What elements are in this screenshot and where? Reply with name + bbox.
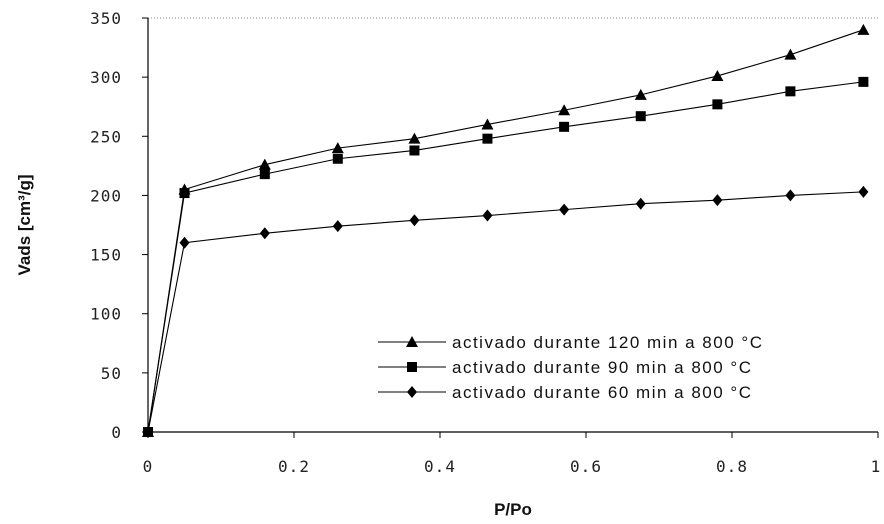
- legend-item: activado durante 90 min a 800 °C: [378, 358, 753, 377]
- x-axis-title: P/Po: [494, 500, 532, 519]
- data-point-diamond: [785, 189, 796, 202]
- data-point-square: [409, 145, 420, 156]
- legend-item: activado durante 120 min a 800 °C: [378, 333, 763, 352]
- y-tick-label: 300: [90, 68, 122, 87]
- series-diamond: [143, 185, 869, 438]
- x-tick-label: 0.6: [570, 457, 602, 476]
- data-point-diamond: [179, 236, 190, 249]
- data-point-triangle: [331, 142, 344, 154]
- data-point-diamond: [559, 203, 570, 216]
- data-point-triangle: [784, 48, 797, 60]
- data-point-square: [785, 86, 796, 97]
- data-point-diamond: [332, 220, 343, 233]
- x-tick-label: 0.4: [424, 457, 456, 476]
- x-tick-label: 1: [871, 457, 882, 476]
- y-tick-label: 100: [90, 305, 122, 324]
- legend-label: activado durante 120 min a 800 °C: [452, 333, 763, 352]
- series-layer: [142, 23, 870, 438]
- data-point-square: [332, 153, 343, 164]
- data-point-square: [858, 76, 869, 87]
- data-point-diamond: [259, 227, 270, 240]
- data-point-triangle: [408, 132, 421, 144]
- legend: activado durante 120 min a 800 °C activad…: [378, 333, 763, 402]
- data-point-square: [259, 169, 270, 180]
- y-tick-label: 150: [90, 246, 122, 265]
- series-line: [147, 81, 864, 433]
- y-tick-label: 250: [90, 127, 122, 146]
- x-tick-label: 0.8: [716, 457, 748, 476]
- x-tick-label: 0.2: [278, 457, 310, 476]
- legend-item: activado durante 60 min a 800 °C: [378, 383, 753, 402]
- data-point-square: [712, 99, 723, 110]
- series-square: [143, 76, 869, 437]
- data-point-square: [482, 133, 493, 144]
- data-point-triangle: [857, 23, 870, 35]
- y-tick-label: 0: [111, 423, 122, 442]
- data-point-diamond: [858, 185, 869, 198]
- data-point-triangle: [634, 88, 647, 100]
- data-point-square: [179, 188, 190, 199]
- data-point-triangle: [711, 69, 724, 81]
- data-point-diamond: [409, 214, 420, 227]
- axes: 0 50 100 150 200 250 300 350 0 0.2 0.4 0.6 0.8 1: [90, 9, 882, 476]
- data-point-diamond: [143, 426, 153, 438]
- data-point-triangle: [558, 104, 571, 116]
- y-tick-label: 200: [90, 186, 122, 205]
- data-point-triangle: [481, 118, 494, 130]
- legend-marker-diamond: [407, 386, 417, 398]
- legend-label: activado durante 60 min a 800 °C: [452, 383, 753, 402]
- data-point-square: [559, 121, 570, 132]
- data-point-diamond: [635, 197, 646, 210]
- data-point-triangle: [258, 158, 271, 170]
- y-axis-title: Vads [cm³/g]: [15, 174, 34, 275]
- data-point-diamond: [482, 209, 493, 222]
- legend-marker-triangle: [406, 336, 418, 347]
- legend-marker-square: [407, 362, 417, 372]
- y-tick-label: 50: [101, 364, 122, 383]
- data-point-square: [635, 111, 646, 122]
- x-tick-label: 0: [143, 457, 154, 476]
- y-tick-label: 350: [90, 9, 122, 28]
- legend-label: activado durante 90 min a 800 °C: [452, 358, 753, 377]
- data-point-diamond: [712, 194, 723, 207]
